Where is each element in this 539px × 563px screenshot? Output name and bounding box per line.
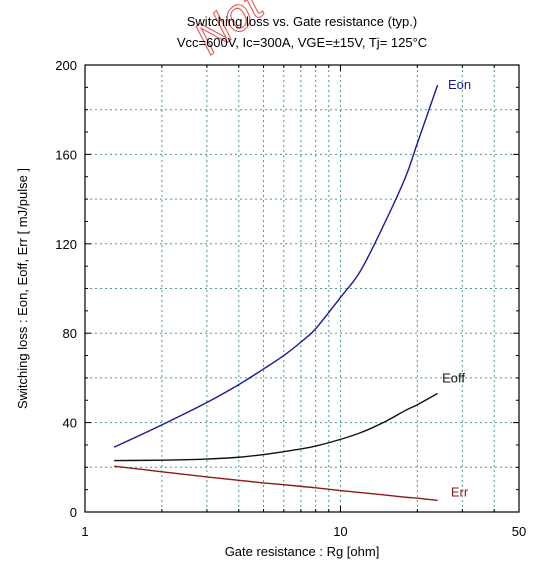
y-tick-label: 40	[63, 416, 77, 431]
series-line-eon	[113, 84, 439, 448]
series-label-eoff: Eoff	[442, 371, 465, 386]
x-tick-label: 50	[512, 524, 526, 539]
watermark-text: Not	[184, 0, 274, 64]
series-label-eon: Eon	[448, 77, 471, 92]
y-axis-label: Switching loss : Eon, Eoff, Err [ mJ/pul…	[15, 168, 30, 409]
grid	[85, 65, 519, 512]
y-tick-label: 0	[70, 505, 77, 520]
x-tick-label: 10	[333, 524, 347, 539]
y-tick-label: 120	[55, 237, 77, 252]
axis-ticks: 0 40 80 120 160 200 1 10 50	[55, 58, 526, 539]
series-label-err: Err	[451, 484, 469, 499]
chart-title: Switching loss vs. Gate resistance (typ.…	[187, 14, 417, 29]
chart-subtitle: Vcc=600V, Ic=300A, VGE=±15V, Tj= 125°C	[177, 35, 427, 50]
y-tick-label: 80	[63, 326, 77, 341]
chart-text: Switching loss vs. Gate resistance (typ.…	[15, 14, 427, 559]
series-line-err	[114, 465, 438, 502]
series-labels: Eon Eoff Err	[442, 77, 471, 499]
series-lines	[113, 84, 439, 502]
series-line-eoff	[114, 392, 438, 462]
watermark: Not	[183, 0, 274, 64]
y-tick-label: 160	[55, 147, 77, 162]
y-tick-label: 200	[55, 58, 77, 73]
x-tick-label: 1	[81, 524, 88, 539]
x-axis-label: Gate resistance : Rg [ohm]	[225, 544, 380, 559]
